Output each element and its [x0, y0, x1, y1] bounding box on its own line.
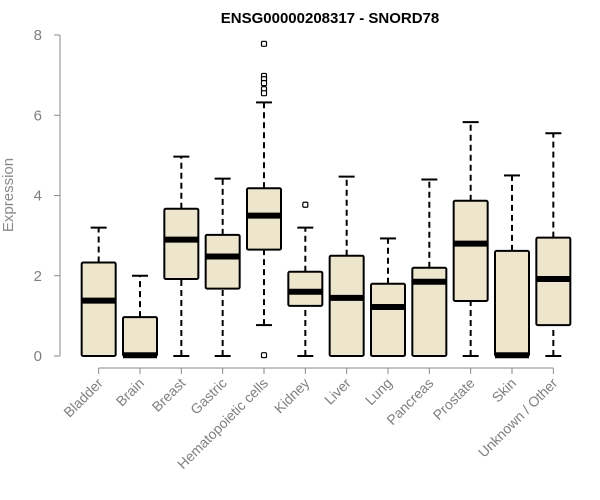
outlier-point	[260, 80, 268, 87]
box-breast	[163, 155, 200, 357]
x-tick-label: Prostate	[430, 375, 478, 423]
box-iqr	[452, 199, 489, 303]
box-iqr	[80, 261, 117, 358]
box-hematopoietic-cells	[246, 40, 282, 359]
x-tick-label: Liver	[321, 375, 354, 408]
chart-title: ENSG00000208317 - SNORD78	[221, 10, 439, 27]
outlier-point	[260, 90, 268, 97]
box-bladder	[80, 226, 117, 358]
x-tick-label: Lung	[362, 375, 395, 408]
box-iqr	[328, 254, 365, 357]
outlier-point	[302, 201, 309, 208]
x-tick-label: Kidney	[271, 375, 313, 417]
box-iqr	[411, 266, 448, 358]
boxes-layer	[80, 40, 572, 359]
outlier-point	[260, 40, 268, 47]
box-skin	[494, 174, 530, 359]
box-liver	[328, 175, 365, 357]
box-iqr	[246, 187, 282, 251]
box-brain	[122, 274, 158, 359]
x-tick-label: Skin	[489, 375, 520, 406]
box-iqr	[204, 233, 241, 290]
x-tick-label: Bladder	[60, 375, 106, 421]
box-gastric	[204, 177, 241, 357]
y-tick-label: 6	[34, 107, 42, 124]
y-tick-label: 4	[34, 188, 42, 205]
box-kidney	[287, 201, 324, 357]
box-pancreas	[411, 178, 448, 358]
box-iqr	[287, 270, 324, 307]
box-lung	[370, 237, 406, 357]
box-iqr	[122, 316, 158, 357]
x-tick-label: Brain	[113, 375, 147, 409]
box-iqr	[163, 207, 200, 280]
y-axis: 0 2 4 6 8	[34, 27, 61, 365]
box-iqr	[494, 249, 530, 357]
y-tick-label: 8	[34, 27, 42, 44]
y-tick-label: 2	[34, 268, 42, 285]
x-tick-label: Breast	[149, 375, 189, 415]
box-prostate	[452, 121, 489, 357]
outlier-point	[260, 352, 268, 359]
y-axis-label: Expression	[0, 158, 17, 232]
y-tick-label: 0	[34, 348, 42, 365]
box-iqr	[370, 282, 406, 357]
box-unknown-other	[535, 132, 572, 357]
